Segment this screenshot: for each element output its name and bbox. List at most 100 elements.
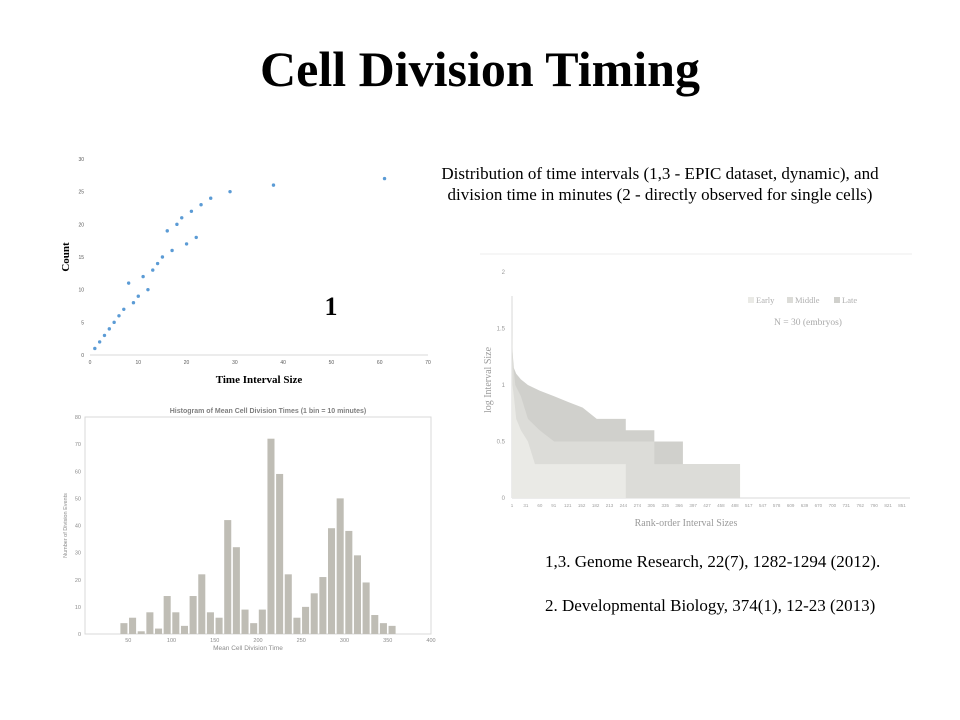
series-area-early [512,351,626,498]
x-tick-label: 152 [578,503,586,508]
x-tick-label: 821 [884,503,892,508]
histogram-bar [310,593,318,634]
x-tick-label: 150 [210,638,219,644]
y-axis-label: Number of Division Events [63,493,69,558]
legend-label-late: Late [842,295,857,305]
x-tick-label: 200 [253,638,262,644]
data-point [382,176,387,181]
annotation-n: N = 30 (embryos) [774,317,842,328]
histogram-bar [224,520,232,634]
y-tick-label: 50 [75,496,81,502]
legend-label-early: Early [756,295,775,305]
x-tick-label: 91 [551,503,557,508]
x-tick-label: 350 [383,638,392,644]
chart-title: Histogram of Mean Cell Division Times (1… [170,408,367,415]
data-point [228,189,232,194]
x-tick-label: 50 [125,638,131,644]
histogram-bar [241,609,249,634]
histogram-bar [129,617,137,634]
chart-caption: Distribution of time intervals (1,3 - EP… [415,163,905,205]
x-tick-label: 670 [815,503,823,508]
y-tick-label: 10 [75,605,81,611]
histogram-bar [319,577,327,634]
scatter-chart: 0 10 20 30 40 50 60 70 0 5 10 15 20 25 30 Time Interval… [60,157,431,386]
x-tick-label: 213 [606,503,614,508]
y-tick-label: 20 [75,578,81,584]
x-axis-label: Rank-order Interval Sizes [635,518,738,529]
histogram-bar [362,582,370,634]
histogram-bar [284,574,292,634]
histogram-bar [163,596,171,634]
x-tick-label: 639 [801,503,809,508]
y-tick-label: 0 [502,496,506,502]
data-point [175,222,179,227]
y-tick-label: 30 [78,157,84,163]
x-tick-label: 305 [648,503,656,508]
histogram-bar [379,623,387,634]
histogram-bar [250,623,258,634]
y-tick-label: 60 [75,469,81,475]
slide-title: Cell Division Timing [260,41,700,97]
histogram-bar [345,530,353,634]
histogram-bar [328,528,336,634]
x-tick-label: 1 [511,503,514,508]
x-tick-label: 244 [620,503,628,508]
x-tick-label: 335 [661,503,669,508]
y-axis-label: Count [60,242,72,272]
data-point [131,301,136,305]
x-tick-label: 31 [523,503,529,508]
histogram-bar [146,612,154,634]
data-point [117,314,121,318]
y-tick-label: 5 [81,320,84,326]
data-point [199,203,203,207]
legend-swatch-early [748,297,754,303]
data-point [107,327,112,331]
x-tick-label: 427 [703,503,711,508]
y-tick-label: 30 [75,551,81,557]
x-tick-label: 547 [759,503,767,508]
x-tick-label: 40 [280,360,286,366]
x-tick-label: 851 [898,503,906,508]
data-point [97,340,102,344]
x-axis-label: Mean Cell Division Time [213,645,283,652]
y-tick-label: 0 [81,353,84,359]
histogram-bar [371,615,379,634]
data-point [155,261,160,266]
data-point [93,346,97,351]
x-tick-label: 50 [329,360,335,366]
x-tick-label: 397 [689,503,697,508]
data-point [189,209,194,213]
data-point [141,274,145,279]
y-tick-label: 0 [78,632,81,638]
caption-line-1: Distribution of time intervals (1,3 - EP… [441,164,879,183]
x-tick-label: 20 [184,360,190,366]
histogram-bar [172,612,180,634]
data-point [136,294,140,298]
x-axis-label: Time Interval Size [216,374,303,386]
x-tick-label: 488 [731,503,739,508]
y-tick-label: 1.5 [497,327,506,333]
x-tick-label: 300 [340,638,349,644]
histogram-bar [120,623,128,634]
y-tick-label: 15 [78,255,84,261]
data-point [102,333,107,338]
x-tick-label: 790 [870,503,878,508]
y-tick-label: 0.5 [497,440,506,446]
x-tick-label: 578 [773,503,781,508]
x-tick-label: 30 [232,360,238,366]
y-tick-label: 40 [75,524,81,530]
x-tick-label: 762 [856,503,864,508]
x-tick-label: 609 [787,503,795,508]
histogram-bar [276,473,284,634]
x-tick-label: 10 [136,360,142,366]
y-tick-label: 80 [75,415,81,421]
data-point [160,255,165,259]
caption-line-2: division time in minutes (2 - directly o… [447,185,873,204]
rank-order-chart: 0 0.5 1 1.5 2 1 31 60 91 121 152 182 213 244 274 305 335… [480,253,912,529]
data-point [122,307,126,311]
y-tick-label: 2 [502,270,506,276]
data-point [146,287,150,292]
plot-frame [84,416,432,635]
data-point [209,196,213,200]
legend-swatch-middle [787,297,793,303]
